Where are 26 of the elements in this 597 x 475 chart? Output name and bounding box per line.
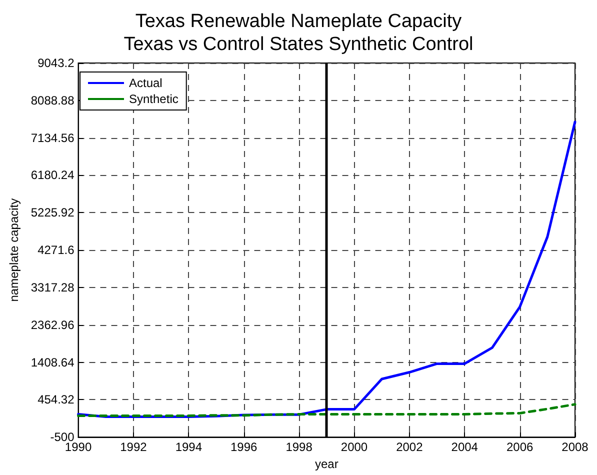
y-tick-label: 6180.24 <box>30 168 75 182</box>
y-tick-label: 454.32 <box>38 392 75 407</box>
y-tick-label: 2362.96 <box>30 318 75 332</box>
x-tick-label: 2002 <box>396 440 424 454</box>
x-tick-label: 2006 <box>506 440 534 454</box>
y-tick-label: 9043.2 <box>38 56 75 70</box>
y-tick-label: 1408.64 <box>30 355 75 370</box>
y-tick-label: 3317.28 <box>30 280 75 294</box>
x-tick-label: 2008 <box>562 440 589 454</box>
x-tick-label: 1998 <box>286 440 313 454</box>
y-tick-label: 5225.92 <box>30 206 75 220</box>
chart-title: Texas Renewable Nameplate Capacity Texas vs Control States Synthetic Control <box>124 11 474 55</box>
line-series <box>77 403 576 417</box>
legend-label: Actual <box>129 76 162 90</box>
y-axis-title: nameplate capacity <box>7 198 21 302</box>
y-tick-label: 8088.88 <box>30 93 75 108</box>
x-tick-label: 1990 <box>64 440 92 454</box>
x-tick-label: 1994 <box>175 440 202 454</box>
y-tick-label: 7134.56 <box>30 130 75 145</box>
y-tick-label: 4271.6 <box>38 243 75 258</box>
x-tick-label: 1996 <box>230 440 258 454</box>
x-axis-title: year <box>314 457 338 471</box>
x-tick-label: 2000 <box>340 440 368 454</box>
x-tick-label: 2004 <box>451 440 478 454</box>
x-tick-label: 1992 <box>120 440 148 454</box>
legend-label: Synthetic <box>129 92 178 106</box>
